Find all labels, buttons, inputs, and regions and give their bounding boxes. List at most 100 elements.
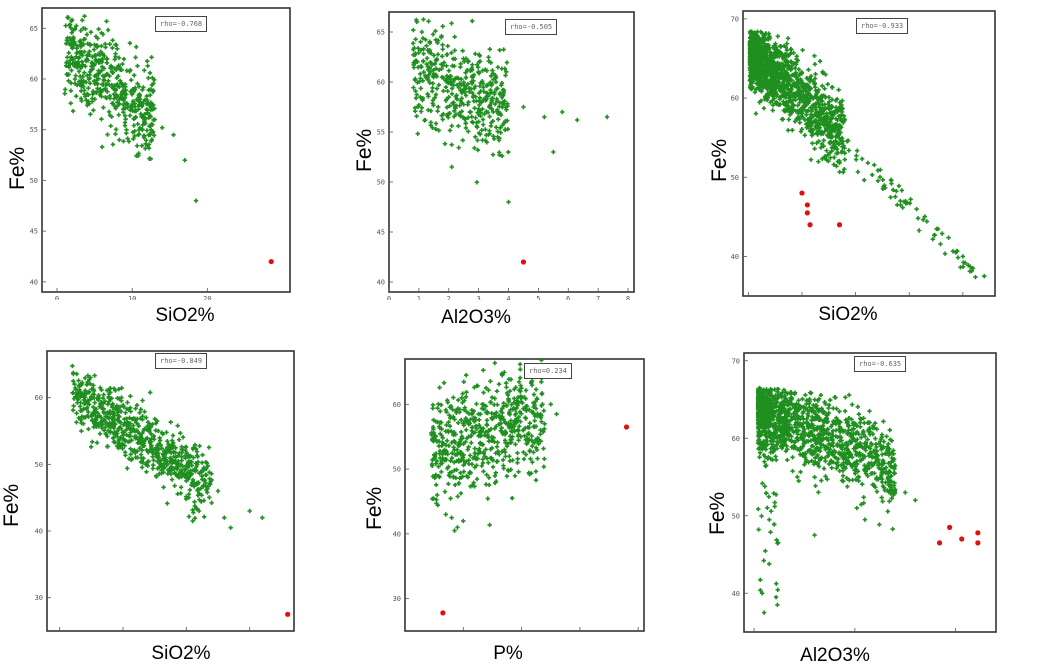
data-point — [828, 155, 833, 160]
data-point — [412, 77, 418, 83]
data-point — [782, 393, 787, 398]
data-point — [797, 117, 802, 122]
data-point — [758, 83, 764, 88]
data-point — [443, 85, 449, 90]
data-point — [886, 461, 891, 466]
data-point — [513, 385, 518, 390]
data-point — [450, 407, 455, 412]
data-point — [423, 37, 428, 42]
data-point — [456, 397, 461, 403]
data-point — [533, 477, 539, 483]
data-point — [99, 59, 105, 65]
data-point — [778, 50, 784, 56]
data-point — [810, 79, 816, 84]
data-point — [500, 87, 506, 93]
data-point — [815, 432, 821, 438]
data-point — [78, 51, 84, 57]
data-point — [110, 45, 115, 51]
data-point — [483, 429, 488, 435]
data-point — [475, 383, 480, 389]
data-point — [426, 94, 431, 99]
data-point — [764, 73, 769, 78]
data-point — [886, 452, 892, 458]
data-point — [490, 416, 495, 422]
data-point — [138, 459, 144, 465]
data-point — [517, 424, 522, 429]
data-point — [499, 153, 505, 159]
data-point — [173, 471, 178, 477]
data-point — [190, 446, 196, 452]
data-point — [99, 420, 104, 425]
data-point — [799, 78, 804, 83]
data-point — [148, 424, 154, 430]
panel-p6: 051040506070 rho=-0.635 Fe% Al2O3% — [698, 335, 1047, 670]
data-point — [506, 411, 512, 416]
data-point — [79, 80, 84, 85]
outlier-point — [520, 259, 527, 265]
data-point — [170, 438, 175, 443]
data-point — [205, 490, 210, 495]
data-point — [78, 404, 83, 409]
data-point — [107, 42, 112, 47]
data-point — [533, 445, 539, 450]
data-point — [439, 461, 445, 466]
data-point — [228, 525, 233, 530]
data-point — [816, 139, 821, 144]
y-tick-label: 70 — [731, 15, 739, 23]
data-point — [191, 480, 197, 486]
data-point — [109, 396, 114, 401]
data-point — [427, 40, 433, 46]
data-point — [792, 390, 798, 395]
data-point — [68, 88, 74, 93]
y-tick-label: 60 — [35, 394, 43, 402]
data-point — [834, 406, 839, 411]
data-point — [814, 126, 819, 131]
data-point — [416, 65, 421, 70]
data-point — [486, 460, 491, 465]
data-point — [85, 52, 91, 57]
data-point — [796, 84, 802, 89]
data-point — [869, 450, 874, 456]
data-point — [82, 70, 87, 75]
data-point — [135, 81, 140, 86]
data-point — [495, 86, 500, 91]
data-point — [82, 88, 87, 93]
data-point — [824, 415, 829, 421]
data-point — [112, 86, 118, 91]
data-point — [445, 52, 450, 57]
data-point — [829, 114, 835, 120]
data-point — [540, 402, 545, 407]
data-point — [454, 82, 460, 88]
data-point — [485, 110, 491, 115]
data-point — [427, 80, 433, 85]
data-point — [460, 138, 465, 143]
data-point — [131, 123, 137, 128]
data-point — [111, 431, 117, 437]
data-point — [461, 469, 467, 474]
data-point — [770, 60, 776, 65]
data-point — [160, 125, 165, 130]
data-point — [70, 108, 76, 114]
data-point — [110, 85, 115, 90]
data-point — [872, 162, 877, 168]
data-point — [413, 58, 418, 64]
data-point — [446, 94, 451, 100]
data-point — [137, 436, 142, 442]
data-point — [819, 406, 824, 412]
data-point — [808, 438, 814, 443]
data-point — [764, 437, 769, 443]
data-point — [533, 424, 539, 429]
data-point — [473, 94, 478, 99]
data-point — [436, 464, 441, 469]
data-point — [430, 125, 435, 130]
data-point — [835, 130, 840, 136]
data-point — [456, 85, 462, 90]
data-point — [874, 444, 879, 450]
data-point — [756, 437, 762, 442]
data-point — [449, 91, 455, 96]
data-point — [480, 117, 486, 122]
data-point — [494, 389, 500, 394]
data-point — [157, 438, 163, 443]
data-point — [542, 426, 547, 431]
data-point — [178, 462, 184, 467]
